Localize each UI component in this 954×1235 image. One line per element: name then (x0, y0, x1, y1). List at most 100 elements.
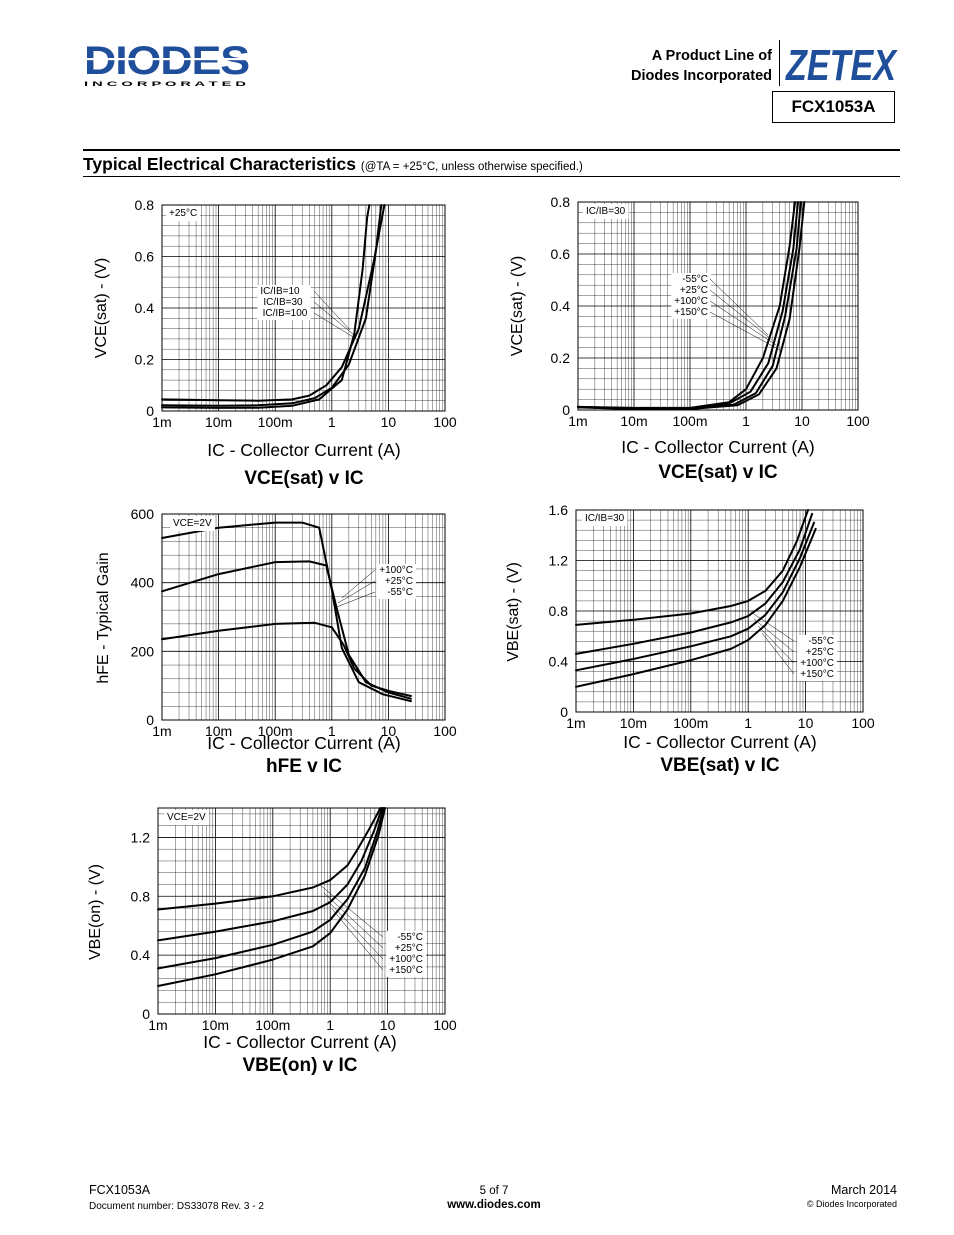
x-tick-label: 1m (566, 715, 585, 731)
footer-doc-number: Document number: DS33078 Rev. 3 - 2 (89, 1201, 264, 1212)
legend-item: +150°C (674, 307, 708, 318)
y-tick-label: 0.8 (135, 197, 155, 213)
y-tick-label: 1.6 (549, 502, 569, 518)
diodes-logo: DIODES I N C O R P O R A T E D (84, 40, 250, 88)
legend-item: -55°C (397, 932, 423, 943)
y-tick-label: 0.8 (131, 888, 151, 904)
plot-frame (577, 201, 859, 411)
legend-leader-line (319, 884, 384, 938)
x-tick-label: 100 (851, 715, 875, 731)
plot-area (575, 509, 864, 713)
x-tick-label: 10m (620, 413, 647, 429)
y-tick-label: 0 (562, 402, 570, 418)
x-tick-label: 10m (205, 414, 232, 430)
legend-item: +25°C (806, 647, 834, 658)
legend-bg (376, 564, 416, 599)
y-tick-label: 1.2 (131, 829, 151, 845)
series-line (157, 807, 383, 942)
plot-frame (161, 513, 446, 721)
chart-caption: VCE(sat) v IC (658, 462, 778, 483)
legend-leader-line (341, 569, 376, 599)
section-note: (@TA = +25°C, unless otherwise specified… (360, 161, 583, 173)
plot-area (161, 204, 446, 412)
x-tick-label: 1 (744, 715, 752, 731)
series-line (161, 521, 412, 703)
legend-item: IC/IB=100 (263, 308, 308, 319)
condition-label-bg (170, 516, 215, 531)
x-tick-label: 10 (380, 1017, 396, 1033)
legend-item: -55°C (682, 274, 708, 285)
legend-leader-line (709, 278, 769, 336)
y-tick-label: 0.8 (551, 194, 571, 210)
legend-leader-line (327, 900, 384, 960)
series-line (575, 527, 817, 688)
series-line (157, 807, 386, 987)
section-title-text: Typical Electrical Characteristics (83, 154, 357, 174)
section-title: Typical Electrical Characteristics (@TA … (83, 154, 583, 175)
footer-page: 5 of 7 (479, 1185, 509, 1197)
x-tick-label: 10m (202, 1017, 229, 1033)
chart-caption: VBE(sat) v IC (660, 755, 780, 776)
y-tick-label: 0 (560, 704, 568, 720)
y-tick-label: 0.6 (135, 249, 155, 265)
footer-part: FCX1053A (89, 1183, 151, 1197)
legend-item: IC/IB=30 (263, 297, 303, 308)
legend-bg (671, 273, 711, 319)
chart-hfe-ic: hFE - Typical Gain IC - Collector Curren… (95, 506, 457, 777)
plot-area (157, 807, 446, 1015)
chart-caption: hFE v IC (266, 756, 342, 777)
legend-leader-line (323, 892, 384, 949)
condition-label-bg (583, 204, 629, 219)
x-tick-label: 100m (258, 414, 293, 430)
y-tick-label: 0 (146, 712, 154, 728)
chart-caption: VCE(sat) v IC (244, 468, 364, 489)
product-line-text: A Product Line of Diodes Incorporated (631, 46, 772, 86)
legend-item: +100°C (800, 658, 834, 669)
part-number-box: FCX1053A (772, 91, 895, 123)
section-rule-bottom (83, 176, 900, 177)
x-tick-label: 1m (148, 1017, 167, 1033)
series-line (161, 204, 383, 407)
x-tick-label: 1 (328, 723, 336, 739)
x-tick-label: 1m (152, 723, 171, 739)
x-tick-label: 1 (328, 414, 336, 430)
x-tick-label: 100m (258, 723, 293, 739)
footer-date: March 2014 (830, 1183, 897, 1197)
condition-label-bg (166, 206, 201, 221)
y-axis-label: VCE(sat) - (V) (509, 256, 526, 356)
legend-item: +100°C (389, 954, 423, 965)
legend-item: +150°C (389, 965, 423, 976)
x-tick-label: 1 (742, 413, 750, 429)
y-tick-label: 200 (131, 643, 155, 659)
series-line (575, 521, 815, 672)
series-line (161, 204, 386, 402)
x-tick-label: 100m (255, 1017, 290, 1033)
plot-area (161, 513, 446, 721)
y-tick-label: 400 (131, 575, 155, 591)
x-axis-label: IC - Collector Current (A) (207, 733, 401, 753)
chart-vbesat-ic: VBE(sat) - (V) IC - Collector Current (A… (505, 502, 875, 776)
y-tick-label: 0.6 (551, 246, 571, 262)
legend-leader-line (709, 311, 781, 351)
legend-leader-line (333, 591, 376, 609)
svg-text:I N C O R P O R A T E D: I N C O R P O R A T E D (84, 81, 247, 88)
product-line-1: A Product Line of (651, 48, 772, 64)
x-tick-label: 10m (205, 723, 232, 739)
condition-label: VCE=2V (173, 518, 212, 529)
y-tick-label: 0.4 (551, 298, 571, 314)
y-axis-label: VBE(on) - (V) (87, 864, 104, 960)
plot-area (577, 201, 859, 411)
y-tick-label: 0.8 (549, 603, 569, 619)
legend-item: +25°C (385, 576, 413, 587)
y-tick-label: 600 (131, 506, 155, 522)
x-axis-label: IC - Collector Current (A) (623, 732, 817, 752)
legend-leader-line (750, 611, 795, 642)
condition-label: VCE=2V (167, 812, 206, 823)
y-tick-label: 0 (146, 403, 154, 419)
x-tick-label: 1m (568, 413, 587, 429)
legend-leader-line (709, 300, 777, 346)
x-tick-label: 100 (433, 723, 457, 739)
legend-item: +150°C (800, 669, 834, 680)
product-line-2: Diodes Incorporated (631, 68, 772, 84)
legend-item: +100°C (674, 296, 708, 307)
